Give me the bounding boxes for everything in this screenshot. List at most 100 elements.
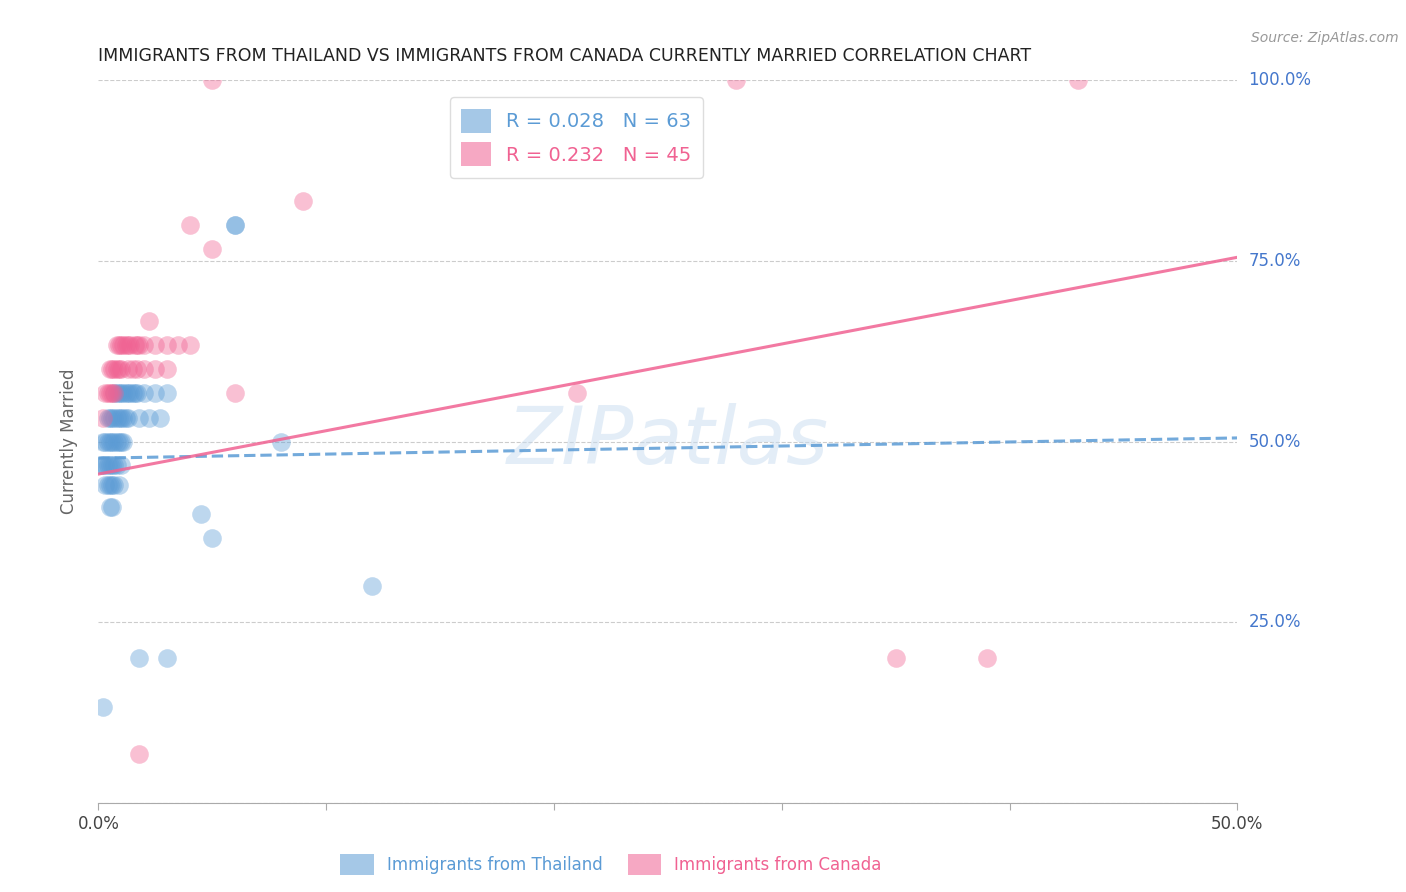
Point [101,386,124,401]
Point [117,338,139,352]
Point [270,434,292,449]
Point [360,579,382,593]
Point [127,338,149,352]
Point [156,386,179,401]
Point [117,410,139,425]
Point [117,386,139,401]
Legend: Immigrants from Thailand, Immigrants from Canada: Immigrants from Thailand, Immigrants fro… [333,847,889,881]
Point [224,218,246,232]
Point [103,362,125,376]
Point [224,386,246,401]
Point [128,338,150,352]
Point [96,410,118,425]
Point [725,73,748,87]
Point [103,386,125,401]
Point [124,338,146,352]
Point [114,338,136,352]
Point [132,386,155,401]
Point [101,458,124,473]
Point [149,410,172,425]
Point [98,478,121,492]
Point [98,386,121,401]
Point [138,410,160,425]
Point [108,410,131,425]
Point [98,410,121,425]
Point [90,458,112,473]
Point [145,362,167,376]
Point [121,362,143,376]
Point [105,338,128,352]
Point [101,500,124,514]
Point [96,386,118,401]
Point [156,651,179,665]
Point [98,458,121,473]
Point [94,458,117,473]
Point [201,531,224,545]
Point [110,338,132,352]
Point [132,362,155,376]
Point [91,699,114,714]
Text: 100.0%: 100.0% [1249,71,1312,89]
Point [127,386,149,401]
Point [132,338,155,352]
Point [105,458,128,473]
Point [156,362,179,376]
Point [145,338,167,352]
Point [101,434,124,449]
Point [98,500,121,514]
Point [190,507,212,521]
Point [108,478,131,492]
Point [91,434,114,449]
Point [94,434,117,449]
Point [114,386,136,401]
Point [101,478,124,492]
Point [105,386,128,401]
Point [105,410,128,425]
Point [91,410,114,425]
Point [565,386,588,401]
Point [101,362,124,376]
Point [201,73,224,87]
Point [101,410,124,425]
Point [112,386,135,401]
Point [127,362,149,376]
Point [105,362,128,376]
Point [112,434,135,449]
Point [108,338,131,352]
Point [105,434,128,449]
Point [91,458,114,473]
Point [128,651,150,665]
Point [120,338,142,352]
Y-axis label: Currently Married: Currently Married [59,368,77,515]
Point [179,338,201,352]
Text: Source: ZipAtlas.com: Source: ZipAtlas.com [1251,31,1399,45]
Point [108,434,131,449]
Point [292,194,315,208]
Point [145,386,167,401]
Text: 25.0%: 25.0% [1249,613,1301,632]
Point [1067,73,1090,87]
Point [128,747,150,762]
Point [121,386,143,401]
Point [103,386,125,401]
Point [103,410,125,425]
Point [112,338,135,352]
Point [98,362,121,376]
Point [112,410,135,425]
Point [976,651,998,665]
Point [110,362,132,376]
Point [110,458,132,473]
Text: 75.0%: 75.0% [1249,252,1301,270]
Point [128,410,150,425]
Point [103,458,125,473]
Point [201,242,224,256]
Point [108,362,131,376]
Point [110,434,132,449]
Point [117,362,139,376]
Point [108,386,131,401]
Point [94,478,117,492]
Point [156,338,179,352]
Point [884,651,907,665]
Point [120,386,142,401]
Point [124,386,146,401]
